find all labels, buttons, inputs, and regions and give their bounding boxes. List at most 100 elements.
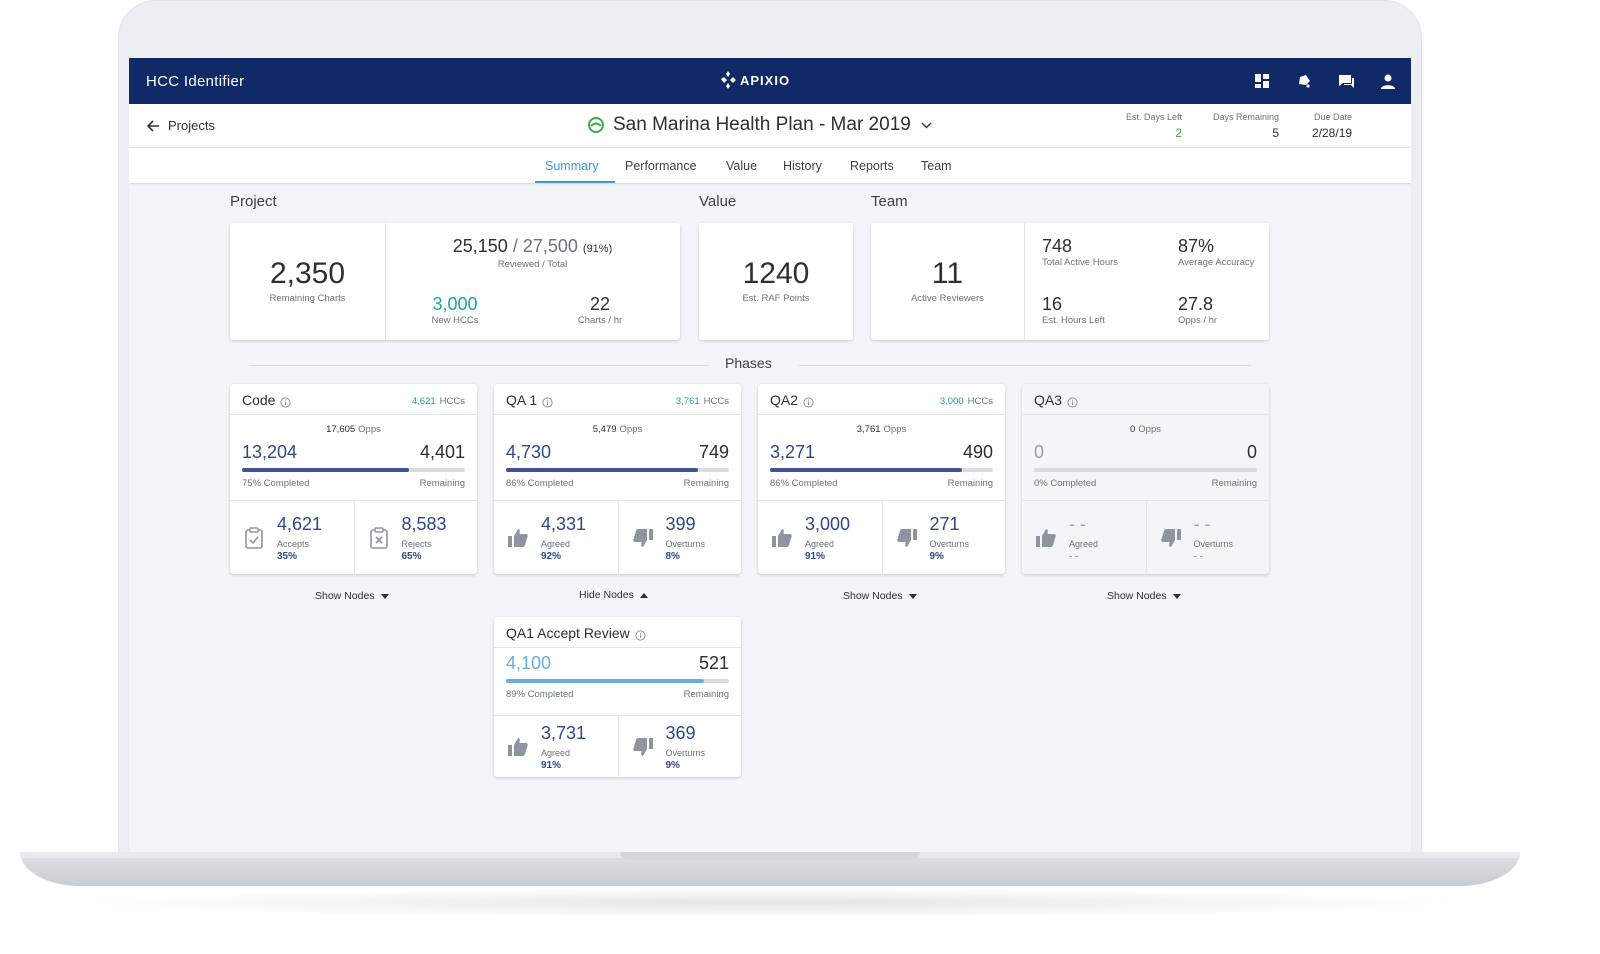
active-tab-indicator <box>535 181 615 183</box>
stat-value: 22 <box>589 294 611 314</box>
progress-bar <box>770 468 993 472</box>
stat-value: 3,731 <box>541 723 587 743</box>
project-header: Projects San Marina Health Plan - Mar 20… <box>129 104 1411 148</box>
phase-stats: 3,000 Agreed 91% 271 Overturns 9% <box>758 500 1006 575</box>
project-selector[interactable]: San Marina Health Plan - Mar 2019 <box>587 114 932 136</box>
stat-label: Est. RAF Points <box>742 293 810 304</box>
stat-value: 11 <box>931 257 964 290</box>
stat-percent: 9% <box>929 551 944 562</box>
phase-stats: 3,731 Agreed 91% 369 Overturns 9% <box>494 715 742 778</box>
divider <box>385 223 386 340</box>
divider <box>1022 414 1269 415</box>
stat-percent: 92% <box>541 551 562 562</box>
due-date: Due Date 2/28/19 <box>1312 112 1352 140</box>
show-nodes-toggle[interactable]: Show Nodes <box>1107 590 1181 602</box>
brand-logo[interactable]: APIXIO <box>719 70 790 90</box>
meta-label: Due Date <box>1314 112 1353 122</box>
completed-count: 13,204 <box>242 442 298 462</box>
tab-team[interactable]: Team <box>921 159 952 173</box>
toggle-label: Show Nodes <box>843 590 903 602</box>
meta-label: Days Remaining <box>1213 112 1280 122</box>
info-icon[interactable] <box>1067 395 1078 408</box>
phase-title: QA3 <box>1034 392 1078 408</box>
active-reviewers-stat: 11 Active Reviewers <box>871 257 1024 304</box>
caret-icon <box>908 590 917 602</box>
dashboard-icon[interactable] <box>1253 72 1271 90</box>
laptop-notch <box>620 852 920 860</box>
phase-stats: - - Agreed - - - - Overturns - - <box>1022 500 1269 575</box>
stat-value: 3,000 <box>805 514 851 534</box>
thumbs-up-icon <box>770 526 794 550</box>
status-ring-icon <box>588 117 604 133</box>
est-days-left: Est. Days Left 2 <box>1126 112 1182 140</box>
charts-per-hr-stat: 22 Charts / hr <box>555 294 645 326</box>
info-icon[interactable] <box>803 395 814 408</box>
show-nodes-toggle[interactable]: Show Nodes <box>843 590 917 602</box>
back-to-projects-link[interactable]: Projects <box>147 118 215 133</box>
phase-card-qa1: QA 1 3,761 HCCs 5,479 Opps 4,730 749 86% Comple… <box>494 384 742 575</box>
section-label-project: Project <box>230 193 277 210</box>
apixio-logo-icon <box>721 71 736 89</box>
completed-label: 86% Completed <box>506 478 574 489</box>
stat-value: 2,350 <box>269 257 346 290</box>
remaining-label: Remaining <box>947 478 993 489</box>
stat-label: Agreed <box>541 748 571 758</box>
tab-performance[interactable]: Performance <box>625 159 697 173</box>
opps-value: 3,761 <box>856 424 881 435</box>
info-icon[interactable] <box>542 395 553 408</box>
tab-summary[interactable]: Summary <box>545 159 599 173</box>
team-card: 11 Active Reviewers 748 Total Active Hou… <box>871 223 1269 340</box>
phase-name: Code <box>242 392 276 408</box>
show-nodes-toggle[interactable]: Show Nodes <box>315 590 389 602</box>
stat-right: 271 Overturns 9% <box>881 501 1006 575</box>
thumbs-up-icon <box>1034 526 1058 550</box>
phase-title: QA 1 <box>506 392 553 408</box>
opps-unit: Opps <box>883 424 907 435</box>
stat-label: Est. Hours Left <box>1042 315 1105 326</box>
completed-label: 89% Completed <box>506 689 574 700</box>
tab-history[interactable]: History <box>783 159 822 173</box>
stat-percent: - - <box>1193 551 1203 562</box>
completed-label: 0% Completed <box>1034 478 1097 489</box>
stat-percent: 9% <box>665 760 680 771</box>
section-label-phases: Phases <box>725 355 772 371</box>
stat-percent: - - <box>1069 551 1079 562</box>
opps-count: 5,479 Opps <box>494 424 741 435</box>
hide-nodes-toggle[interactable]: Hide Nodes <box>579 589 648 601</box>
phase-stats: 4,621 Accepts 35% 8,583 Rejects 65% <box>230 500 477 575</box>
stat-right: 399 Overturns 8% <box>617 501 742 575</box>
remaining-count: 749 <box>698 442 729 462</box>
tab-value[interactable]: Value <box>726 159 758 173</box>
info-icon[interactable] <box>635 628 646 641</box>
stat-value: 8,583 <box>401 514 447 534</box>
chat-icon[interactable] <box>1337 72 1355 90</box>
phase-card-qa2: QA2 3,000 HCCs 3,761 Opps 3,271 490 86% Complet… <box>758 384 1006 575</box>
chevron-down-icon <box>921 121 932 129</box>
bell-icon[interactable] <box>1295 72 1313 90</box>
user-icon[interactable] <box>1379 72 1397 90</box>
stat-left: 4,621 Accepts 35% <box>230 501 354 575</box>
stat-left: 3,000 Agreed 91% <box>758 501 882 575</box>
opps-value: 5,479 <box>592 424 617 435</box>
tab-reports[interactable]: Reports <box>850 159 894 173</box>
reviewed-label: Reviewed / Total <box>497 259 568 270</box>
hccs-unit: HCCs <box>439 396 465 407</box>
divider <box>1024 223 1025 340</box>
info-icon[interactable] <box>280 395 292 408</box>
stat-value: 399 <box>665 514 696 534</box>
completed-count: 4,730 <box>506 442 552 462</box>
stat-label: Overturns <box>1193 539 1234 549</box>
stat-left: - - Agreed - - <box>1022 501 1146 575</box>
laptop-shadow <box>60 888 1480 918</box>
phase-title: QA2 <box>770 392 814 408</box>
completed-label: 86% Completed <box>770 478 838 489</box>
divider <box>230 414 477 415</box>
project-name: San Marina Health Plan - Mar 2019 <box>613 114 911 135</box>
hccs-value: 3,761 <box>675 396 700 407</box>
opps-value: 0 <box>1129 424 1136 435</box>
stat-right: 369 Overturns 9% <box>617 716 742 778</box>
phase-card-qa3: QA3 0 Opps 0 0 0% Completed Remaining - - Agreed… <box>1022 384 1269 575</box>
toggle-label: Show Nodes <box>315 590 375 602</box>
stat-label: Overturns <box>929 539 970 549</box>
stat-label: Rejects <box>401 539 432 549</box>
